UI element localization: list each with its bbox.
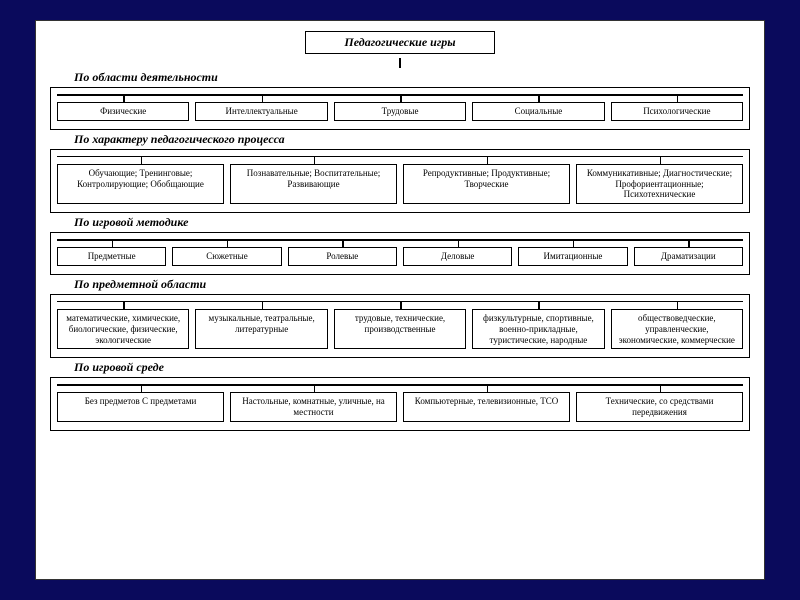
node: Сюжетные xyxy=(172,247,281,266)
root-stem xyxy=(399,58,401,68)
section-frame: математические, химические, биологически… xyxy=(50,294,750,358)
node-label: Ролевые xyxy=(326,251,358,261)
node-row: Предметные Сюжетные Ролевые Деловые Имит… xyxy=(57,247,743,266)
section-frame: Предметные Сюжетные Ролевые Деловые Имит… xyxy=(50,232,750,275)
node-label: Имитационные xyxy=(544,251,603,261)
connector-rail xyxy=(57,239,743,241)
node: обществоведческие, управленческие, эконо… xyxy=(611,309,743,349)
node: математические, химические, биологически… xyxy=(57,309,189,349)
section-title: По характеру педагогического процесса xyxy=(74,132,750,147)
node-label: Сюжетные xyxy=(206,251,247,261)
node-label: Деловые xyxy=(441,251,475,261)
connector-rail xyxy=(57,384,743,386)
section-title: По игровой методике xyxy=(74,215,750,230)
node-label: физкультурные, спортивные, военно-прикла… xyxy=(483,313,594,345)
node-label: Психологические xyxy=(643,106,710,116)
section-title: По игровой среде xyxy=(74,360,750,375)
node-label: Интеллектуальные xyxy=(226,106,298,116)
node-label: Технические, со средствами передвижения xyxy=(606,396,714,417)
node-label: Настольные, комнатные, уличные, на местн… xyxy=(242,396,385,417)
node-label: математические, химические, биологически… xyxy=(66,313,180,345)
node-row: Обучающие; Тренинговые; Контролирующие; … xyxy=(57,164,743,204)
node: Имитационные xyxy=(518,247,627,266)
node-label: Коммуникативные; Диагностические; Профор… xyxy=(587,168,732,200)
diagram-frame: Педагогические игры По области деятельно… xyxy=(35,20,765,580)
node: Познавательные; Воспитательные; Развиваю… xyxy=(230,164,397,204)
node: Технические, со средствами передвижения xyxy=(576,392,743,422)
node: Предметные xyxy=(57,247,166,266)
connector-rail xyxy=(57,156,743,158)
section-method: По игровой методике Предметные Сюжетные … xyxy=(50,215,750,275)
node-label: Репродуктивные; Продуктивные; Творческие xyxy=(423,168,550,189)
section-frame: Физические Интеллектуальные Трудовые Соц… xyxy=(50,87,750,130)
root-label: Педагогические игры xyxy=(344,35,455,49)
node: Репродуктивные; Продуктивные; Творческие xyxy=(403,164,570,204)
section-title: По предметной области xyxy=(74,277,750,292)
node-label: Социальные xyxy=(515,106,563,116)
node-row: Без предметов С предметами Настольные, к… xyxy=(57,392,743,422)
node-label: Познавательные; Воспитательные; Развиваю… xyxy=(247,168,380,189)
node: Трудовые xyxy=(334,102,466,121)
node: Физические xyxy=(57,102,189,121)
node: Ролевые xyxy=(288,247,397,266)
section-frame: Без предметов С предметами Настольные, к… xyxy=(50,377,750,431)
node: Деловые xyxy=(403,247,512,266)
node: Драматизации xyxy=(634,247,743,266)
node: Коммуникативные; Диагностические; Профор… xyxy=(576,164,743,204)
root-node: Педагогические игры xyxy=(305,31,495,54)
node: Компьютерные, телевизионные, ТСО xyxy=(403,392,570,422)
node: Психологические xyxy=(611,102,743,121)
node-label: трудовые, технические, производственные xyxy=(355,313,445,334)
section-frame: Обучающие; Тренинговые; Контролирующие; … xyxy=(50,149,750,213)
node: Без предметов С предметами xyxy=(57,392,224,422)
node: музыкальные, театральные, литературные xyxy=(195,309,327,349)
section-process: По характеру педагогического процесса Об… xyxy=(50,132,750,213)
section-title: По области деятельности xyxy=(74,70,750,85)
node-label: Без предметов С предметами xyxy=(85,396,197,406)
node-label: музыкальные, театральные, литературные xyxy=(209,313,315,334)
node: Интеллектуальные xyxy=(195,102,327,121)
node: физкультурные, спортивные, военно-прикла… xyxy=(472,309,604,349)
node-label: Драматизации xyxy=(661,251,716,261)
node-label: Компьютерные, телевизионные, ТСО xyxy=(415,396,558,406)
node-label: Обучающие; Тренинговые; Контролирующие; … xyxy=(77,168,204,189)
node-label: обществоведческие, управленческие, эконо… xyxy=(619,313,735,345)
node-row: математические, химические, биологически… xyxy=(57,309,743,349)
node-row: Физические Интеллектуальные Трудовые Соц… xyxy=(57,102,743,121)
node-label: Физические xyxy=(100,106,146,116)
node: трудовые, технические, производственные xyxy=(334,309,466,349)
node: Социальные xyxy=(472,102,604,121)
section-activity: По области деятельности Физические Интел… xyxy=(50,70,750,130)
section-subject: По предметной области математические, хи… xyxy=(50,277,750,358)
node: Настольные, комнатные, уличные, на местн… xyxy=(230,392,397,422)
node: Обучающие; Тренинговые; Контролирующие; … xyxy=(57,164,224,204)
node-label: Трудовые xyxy=(382,106,419,116)
section-environment: По игровой среде Без предметов С предмет… xyxy=(50,360,750,431)
node-label: Предметные xyxy=(88,251,136,261)
